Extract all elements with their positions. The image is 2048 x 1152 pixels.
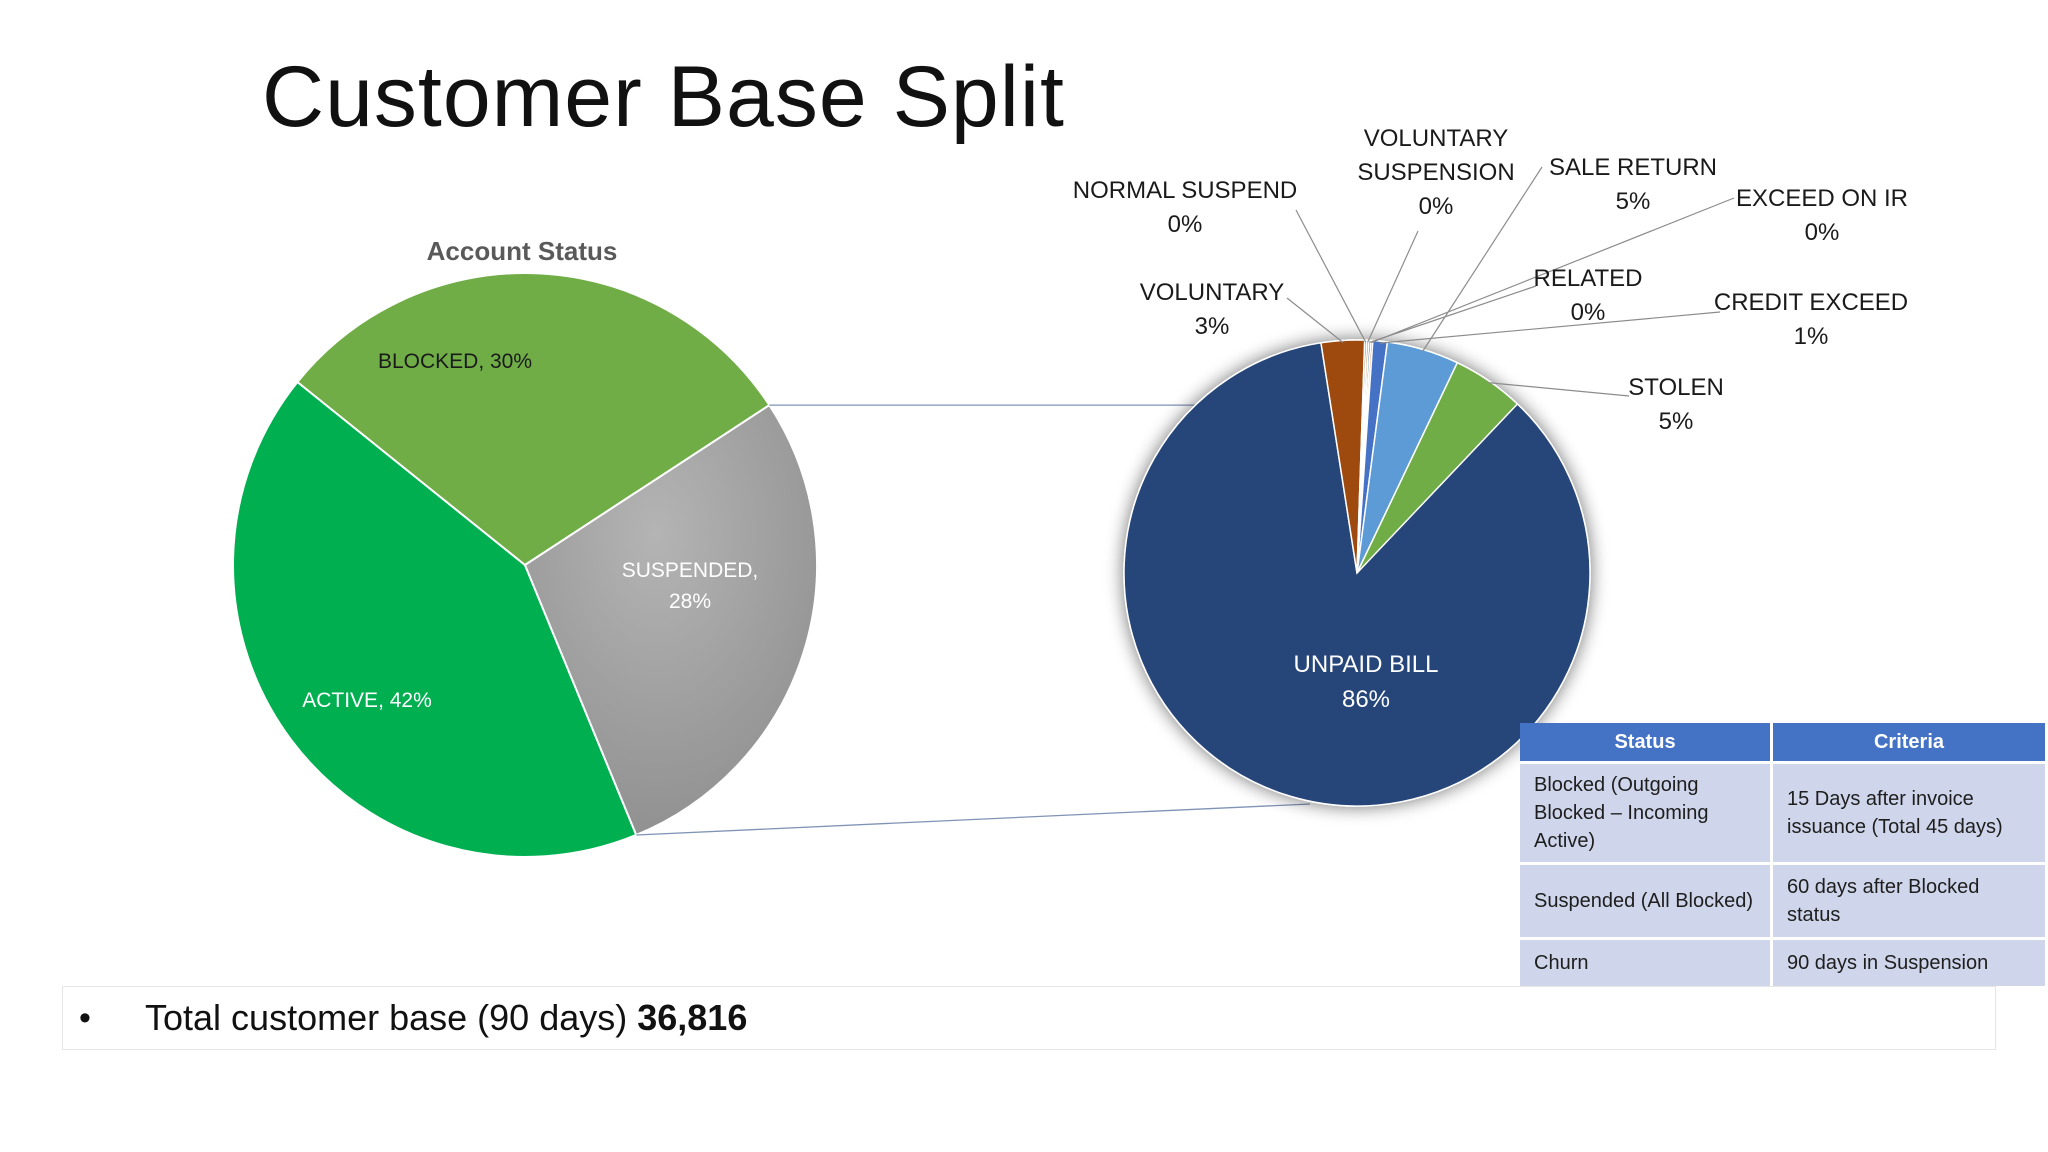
suspended-breakdown-pie: VOLUNTARY 3% NORMAL SUSPEND 0% VOLUNTARY SUSP… (1073, 125, 1908, 807)
data-label-suspended: SUSPENDED, 28% (622, 559, 759, 613)
page-title: Customer Base Split (262, 49, 1065, 145)
status-cell: Churn (1520, 940, 1770, 986)
slice-active (231, 380, 638, 858)
header-criteria: Criteria (1773, 723, 2045, 761)
chart-title: Account Status (427, 236, 618, 266)
status-criteria-table: Status Criteria Blocked (Outgoing Blocke… (1517, 720, 2048, 989)
criteria-cell: 90 days in Suspension (1773, 940, 2045, 986)
table-header-row: Status Criteria (1520, 723, 2045, 761)
status-cell: Suspended (All Blocked) (1520, 865, 1770, 937)
header-status: Status (1520, 723, 1770, 761)
status-cell: Blocked (Outgoing Blocked – Incoming Act… (1520, 764, 1770, 862)
slice-blocked (296, 272, 771, 567)
slice-unpaid-bill (1123, 341, 1591, 807)
connector-line-bottom (636, 803, 1311, 836)
data-label-credit-exceed: CREDIT EXCEED 1% (1714, 289, 1908, 350)
data-label-stolen: STOLEN 5% (1628, 374, 1724, 435)
summary-text: Total customer base (90 days) (145, 997, 628, 1038)
leader-line (1369, 285, 1537, 343)
slice-stolen (1356, 361, 1519, 574)
leader-line (1422, 166, 1543, 352)
table-row: Blocked (Outgoing Blocked – Incoming Act… (1520, 764, 2045, 862)
account-status-pie: Account Status BLOCKED, 30% SUSPENDED, 28% A… (231, 236, 818, 858)
criteria-cell: 60 days after Blocked status (1773, 865, 2045, 937)
data-label-voluntary: VOLUNTARY 3% (1140, 279, 1284, 340)
slice-suspended (523, 403, 818, 837)
table-row: Suspended (All Blocked) 60 days after Bl… (1520, 865, 2045, 937)
summary-value: 36,816 (637, 997, 748, 1038)
table-row: Churn 90 days in Suspension (1520, 940, 2045, 986)
data-label-blocked: BLOCKED, 30% (378, 350, 532, 373)
data-label-sale-return: SALE RETURN 5% (1549, 154, 1717, 215)
leader-line (1487, 382, 1630, 397)
summary-box: • Total customer base (90 days) 36,816 (62, 986, 1996, 1050)
leader-line (1295, 209, 1367, 343)
data-label-normal-suspend: NORMAL SUSPEND 0% (1073, 177, 1297, 238)
leader-line (1371, 197, 1735, 344)
data-label-voluntary-suspension: VOLUNTARY SUSPENSION 0% (1357, 125, 1514, 220)
leader-line (1286, 297, 1344, 343)
leader-lines (1286, 166, 1735, 397)
leader-line (1379, 311, 1721, 344)
data-label-exceed-on-ir: EXCEED ON IR 0% (1736, 185, 1908, 246)
criteria-cell: 15 Days after invoice issuance (Total 45… (1773, 764, 2045, 862)
data-label-related: RELATED 0% (1534, 265, 1643, 326)
leader-line (1367, 230, 1419, 343)
pie-slices (1123, 339, 1591, 807)
bullet-icon: • (79, 998, 91, 1037)
data-label-unpaid-bill: UNPAID BILL 86% (1294, 651, 1439, 713)
data-label-active: ACTIVE, 42% (302, 689, 432, 712)
